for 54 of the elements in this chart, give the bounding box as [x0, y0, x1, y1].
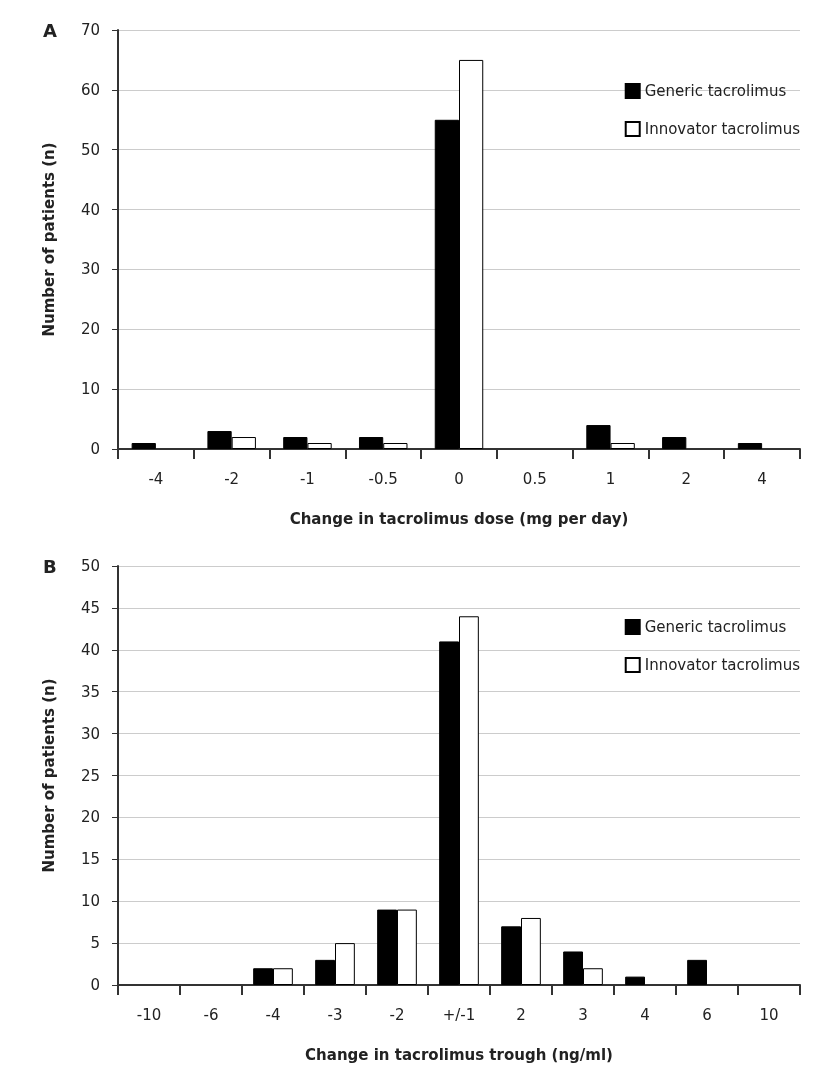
y-tick-label: 70 — [80, 21, 100, 39]
y-tick-label: 0 — [90, 440, 100, 458]
x-tick-label: -1 — [299, 469, 315, 488]
y-tick-label: 10 — [80, 380, 100, 399]
y-axis-title: Number of patients (n) — [39, 142, 58, 337]
y-tick-label: 25 — [80, 766, 100, 785]
y-tick-label: 60 — [80, 80, 100, 99]
x-tick-label: 1 — [605, 469, 616, 488]
x-tick-label: -6 — [203, 1005, 219, 1024]
x-tick-label: -2 — [389, 1005, 405, 1024]
x-axis-title: Change in tacrolimus dose (mg per day) — [289, 509, 629, 528]
x-tick-label: +/-1 — [442, 1005, 476, 1024]
x-tick-label: 4 — [640, 1005, 650, 1024]
x-axis-title: Change in tacrolimus trough (ng/ml) — [305, 1045, 613, 1064]
x-tick-label: 2 — [681, 469, 692, 488]
y-tick-label: 0 — [90, 976, 100, 994]
x-tick-label: -3 — [327, 1005, 343, 1024]
y-tick-label: 15 — [80, 850, 100, 869]
legend-label: Innovator tacrolimus — [644, 656, 801, 674]
x-tick-label: -0.5 — [368, 469, 398, 488]
x-tick-label: 0 — [454, 469, 464, 488]
bar — [625, 976, 645, 985]
y-tick-label: 50 — [80, 557, 100, 575]
y-tick-label: 40 — [80, 640, 100, 659]
x-tick-label: 4 — [757, 469, 767, 488]
legend-label: Innovator tacrolimus — [644, 120, 801, 138]
chart-title: B — [43, 555, 57, 577]
y-tick-label: 20 — [80, 320, 100, 339]
y-tick-label: 45 — [80, 598, 100, 617]
bar — [737, 443, 763, 449]
x-tick-label: 0.5 — [522, 469, 547, 488]
x-tick-label: -4 — [265, 1005, 281, 1024]
y-tick-label: 20 — [80, 808, 100, 827]
chart-title: A — [43, 19, 57, 41]
bar — [687, 959, 707, 985]
y-tick-label: 40 — [80, 200, 100, 219]
y-axis-title: Number of patients (n) — [39, 678, 58, 873]
x-tick-label: 10 — [759, 1005, 779, 1024]
bar — [662, 437, 687, 449]
x-tick-label: 6 — [702, 1005, 712, 1024]
y-tick-label: 35 — [80, 682, 100, 701]
legend-label: Generic tacrolimus — [644, 618, 787, 636]
bar — [131, 443, 156, 449]
y-tick-label: 10 — [80, 892, 100, 911]
x-tick-label: -4 — [148, 469, 164, 488]
x-tick-label: 3 — [578, 1005, 588, 1024]
y-tick-label: 30 — [80, 260, 100, 279]
x-tick-label: -10 — [136, 1005, 162, 1024]
legend-label: Generic tacrolimus — [644, 82, 787, 100]
x-tick-label: 2 — [516, 1005, 526, 1024]
y-tick-label: 5 — [90, 934, 100, 953]
x-tick-label: -2 — [224, 469, 240, 488]
y-tick-label: 50 — [80, 140, 100, 159]
y-tick-label: 30 — [80, 724, 100, 743]
